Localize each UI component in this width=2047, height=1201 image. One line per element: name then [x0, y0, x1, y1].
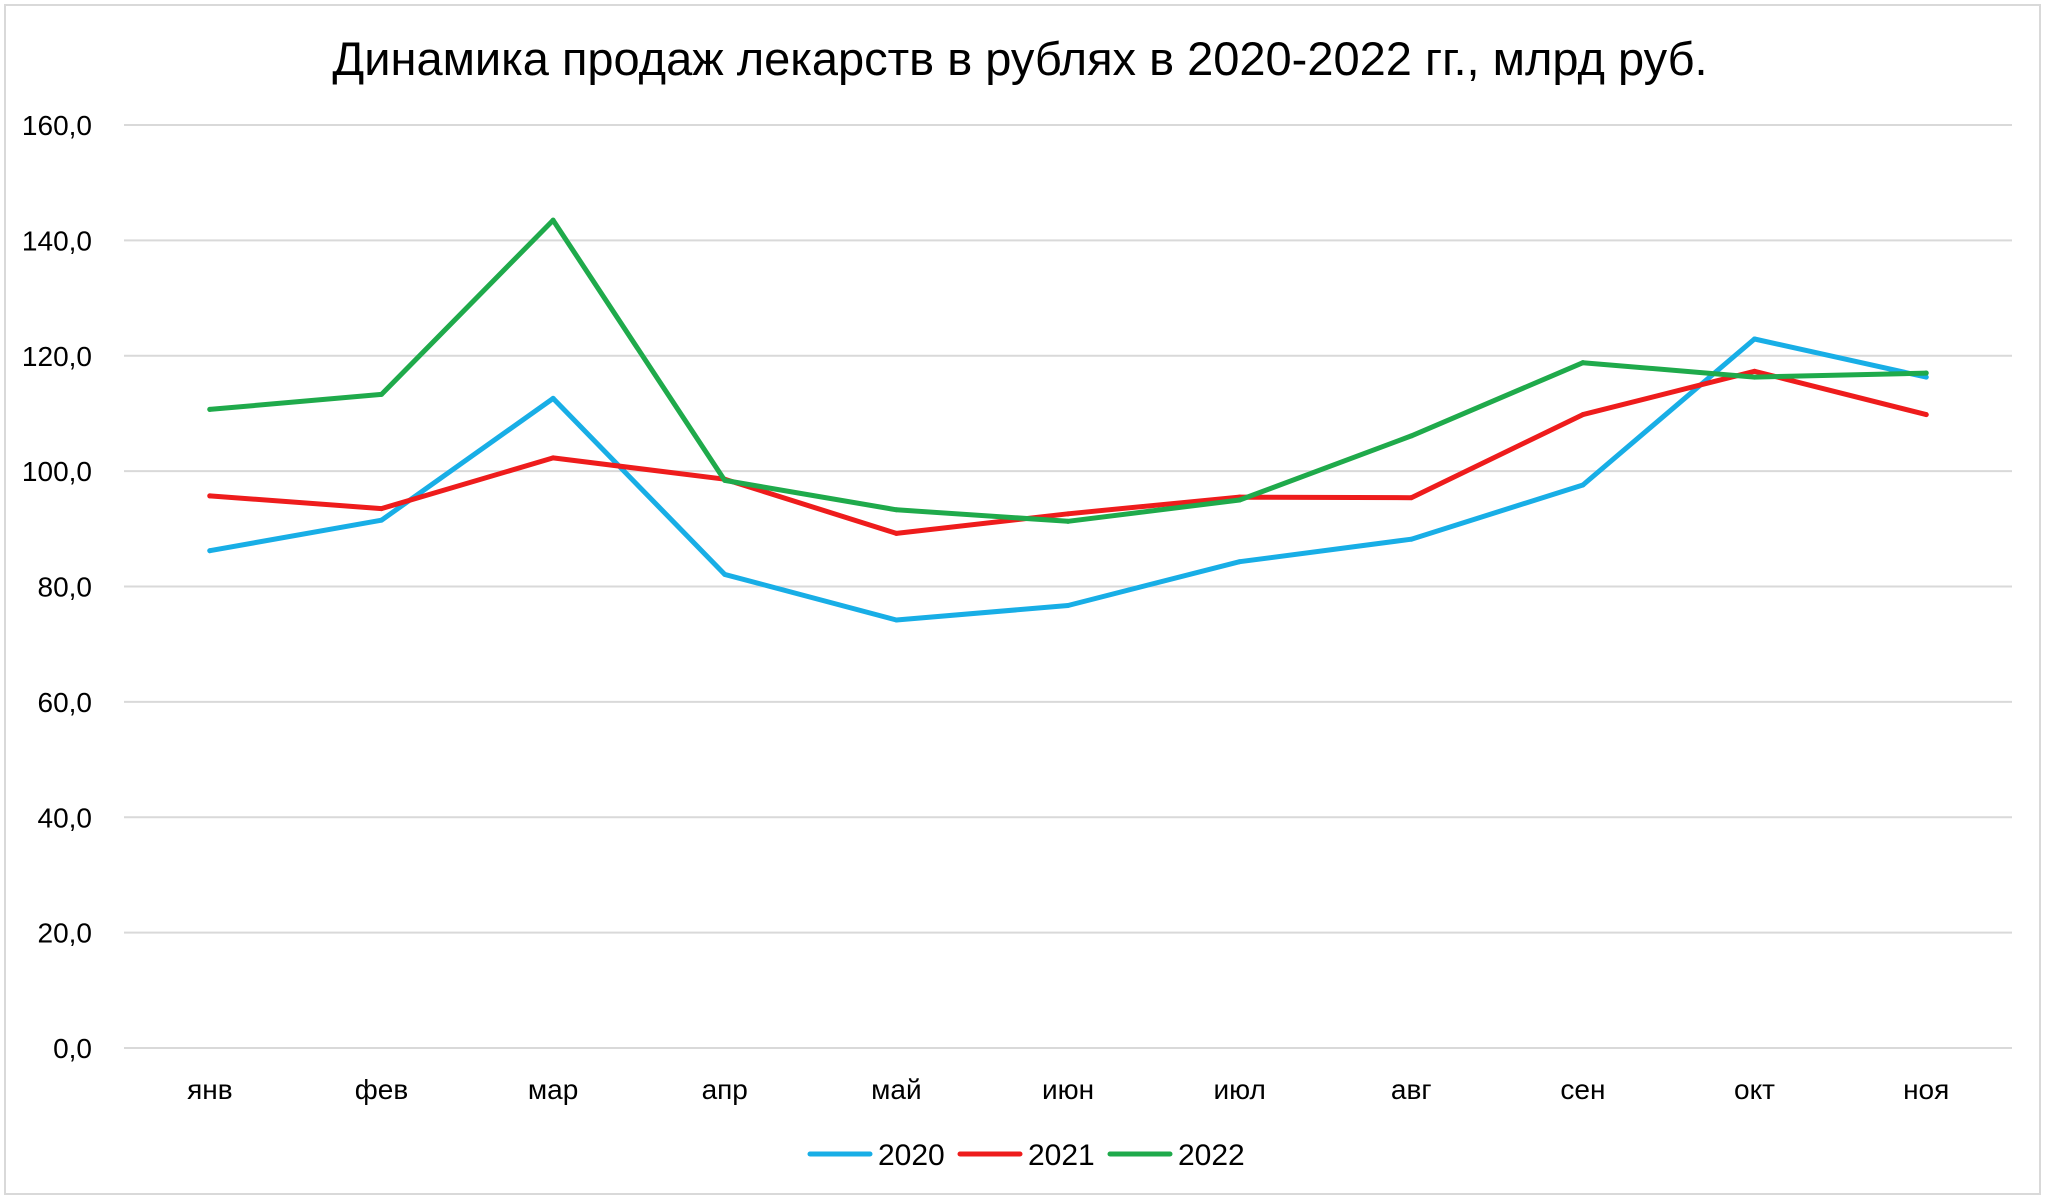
data-point-2022	[1923, 370, 1929, 376]
x-tick-label: июл	[1213, 1074, 1265, 1105]
y-tick-label: 160,0	[22, 110, 92, 141]
data-point-2020	[1923, 374, 1929, 380]
x-tick-label: янв	[187, 1074, 233, 1105]
data-point-2022	[1408, 433, 1414, 439]
x-tick-label: ноя	[1903, 1074, 1949, 1105]
legend-label: 2020	[878, 1139, 945, 1172]
x-tick-label: сен	[1560, 1074, 1605, 1105]
data-point-2021	[207, 493, 213, 499]
legend-item: 2021	[957, 1139, 1095, 1172]
y-tick-label: 120,0	[22, 341, 92, 372]
x-tick-label: окт	[1734, 1074, 1775, 1105]
series-2022	[207, 217, 1929, 524]
legend-item: 2022	[1107, 1139, 1245, 1172]
data-point-2022	[893, 507, 899, 513]
x-tick-label: июн	[1042, 1074, 1094, 1105]
x-tick-label: авг	[1391, 1074, 1432, 1105]
data-point-2022	[1237, 497, 1243, 503]
y-tick-label: 100,0	[22, 456, 92, 487]
x-tick-label: фев	[355, 1074, 408, 1105]
data-point-2022	[550, 217, 556, 223]
x-tick-label: апр	[702, 1074, 748, 1105]
data-point-2020	[207, 548, 213, 554]
y-tick-label: 20,0	[38, 918, 93, 949]
data-point-2021	[550, 455, 556, 461]
data-point-2021	[893, 530, 899, 536]
series-line-2022	[207, 217, 1929, 524]
data-point-2021	[1580, 412, 1586, 418]
data-point-2020	[550, 395, 556, 401]
gridlines	[124, 124, 2012, 1049]
y-tick-label: 80,0	[38, 572, 93, 603]
data-point-2022	[722, 477, 728, 483]
series-2020	[207, 336, 1929, 623]
data-point-2021	[1923, 412, 1929, 418]
data-point-2022	[1065, 518, 1071, 524]
y-tick-label: 0,0	[53, 1033, 92, 1064]
x-tick-label: май	[871, 1074, 921, 1105]
data-point-2021	[1065, 511, 1071, 517]
data-point-2020	[1065, 603, 1071, 609]
x-axis-tick-labels: янв фев мар апр май июн июл авг сен окт ноя	[187, 1074, 1949, 1105]
series-line-2021	[207, 368, 1929, 536]
y-tick-label: 40,0	[38, 802, 93, 833]
data-point-2020	[378, 517, 384, 523]
data-point-2022	[1580, 360, 1586, 366]
data-point-2022	[378, 391, 384, 397]
x-tick-label: мар	[528, 1074, 578, 1105]
data-point-2021	[1408, 495, 1414, 501]
data-point-2020	[1408, 536, 1414, 542]
data-point-2020	[893, 617, 899, 623]
y-axis-tick-labels: 0,0 20,0 40,0 60,0 80,0 100,0 120,0 140,0 160,0	[22, 110, 92, 1064]
y-tick-label: 140,0	[22, 225, 92, 256]
legend-label: 2021	[1028, 1139, 1095, 1172]
data-point-2020	[1580, 482, 1586, 488]
data-point-2020	[1237, 559, 1243, 565]
data-point-2021	[378, 506, 384, 512]
data-point-2022	[1752, 374, 1758, 380]
data-point-2021	[1752, 368, 1758, 374]
series-lines	[207, 217, 1929, 623]
chart-title: Динамика продаж лекарств в рублях в 2020…	[332, 32, 1707, 85]
chart-frame	[4, 4, 2041, 1195]
data-point-2022	[207, 406, 213, 412]
series-2021	[207, 368, 1929, 536]
data-point-2020	[1752, 336, 1758, 342]
legend: 2020 2021 2022	[807, 1139, 1245, 1172]
legend-item: 2020	[807, 1139, 945, 1172]
series-line-2020	[207, 336, 1929, 623]
y-tick-label: 60,0	[38, 687, 93, 718]
legend-label: 2022	[1178, 1139, 1245, 1172]
data-point-2020	[722, 571, 728, 577]
